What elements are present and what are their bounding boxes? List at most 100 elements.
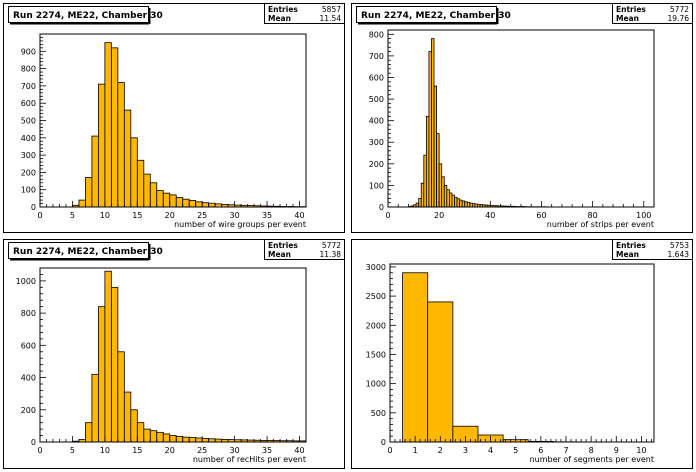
stats-mean-label: Mean	[268, 14, 291, 23]
histogram-bar	[156, 431, 164, 443]
stats-entries-label: Entries	[616, 241, 646, 250]
y-tick-label: 700	[369, 52, 384, 61]
y-tick-label: 300	[21, 151, 36, 160]
histogram-pad-wire-groups: 0 5 10 15 20 25 30 35 40 0 100 200 300 400 500 600 700 80…	[0, 0, 348, 236]
x-tick-label: 35	[262, 446, 272, 455]
histogram-bar	[136, 159, 145, 208]
x-tick-label: 7	[563, 446, 568, 455]
stats-box	[264, 239, 345, 260]
stats-mean-label: Mean	[268, 250, 291, 259]
y-tick-label: 2500	[366, 292, 386, 301]
y-tick-label: 400	[21, 134, 36, 143]
histogram-svg: 0 20 40 60 80 100 0 100 200 300 400 500 600 700 800 num…	[351, 3, 693, 233]
histogram-bar	[78, 199, 86, 208]
stats-entries-label: Entries	[268, 5, 298, 14]
histogram-pad-rechits: 0 5 10 15 20 25 30 35 40 0 200 400 600 800 1000 number …	[0, 236, 348, 472]
y-tick-label: 600	[21, 341, 36, 350]
stats-entries-value: 5857	[322, 5, 341, 14]
x-tick-label: 30	[230, 446, 240, 455]
y-tick-label: 800	[21, 309, 36, 318]
stats-box	[612, 239, 693, 260]
y-tick-label: 1500	[366, 350, 386, 359]
x-tick-label: 0	[387, 446, 392, 455]
y-tick-label: 0	[381, 438, 386, 447]
histogram-bar	[97, 306, 106, 443]
y-tick-label: 400	[369, 117, 384, 126]
histogram-bar	[175, 435, 184, 443]
x-tick-label: 10	[636, 446, 646, 455]
x-tick-label: 100	[636, 211, 651, 220]
x-tick-label: 25	[197, 211, 207, 220]
histogram-bar	[188, 200, 197, 208]
x-axis-label: number of segments per event	[530, 455, 654, 464]
histogram-bar	[201, 438, 210, 443]
x-tick-label: 20	[165, 211, 175, 220]
histogram-svg: 0 5 10 15 20 25 30 35 40010020030040050060070080…	[3, 3, 345, 233]
histogram-bar	[117, 82, 125, 208]
x-tick-label: 5	[70, 446, 75, 455]
y-tick-label: 400	[21, 374, 36, 383]
stats-mean-label: Mean	[616, 250, 639, 259]
x-tick-label: 4	[488, 446, 493, 455]
x-tick-label: 5	[513, 446, 518, 455]
stats-entries-value: 5753	[670, 241, 689, 250]
stats-entries-label: Entries	[616, 5, 646, 14]
histogram-title: Run 2274, ME22, Chamber 30	[13, 11, 163, 21]
y-tick-label: 200	[21, 406, 36, 415]
y-tick-label: 100	[369, 181, 384, 190]
y-tick-label: 0	[31, 438, 36, 447]
histogram-bar	[117, 351, 125, 443]
stats-mean-value: 11.38	[320, 250, 342, 259]
x-tick-label: 0	[37, 211, 42, 220]
y-tick-label: 2000	[366, 321, 386, 330]
x-tick-label: 10	[100, 446, 110, 455]
stats-mean-value: 1.643	[668, 250, 690, 259]
x-axis-label: number of recHits per event	[193, 455, 306, 464]
y-tick-label: 700	[21, 82, 36, 91]
histogram-bar	[149, 182, 158, 208]
histogram-bar	[162, 433, 171, 443]
x-tick-label: 30	[230, 211, 240, 220]
y-tick-label: 500	[371, 409, 386, 418]
histogram-bar	[85, 177, 93, 208]
plot-frame	[39, 267, 307, 443]
histogram-bar	[91, 135, 99, 208]
plot-frame	[39, 33, 307, 208]
pad-border	[3, 3, 345, 233]
histogram-bar	[182, 198, 190, 208]
x-tick-label: 25	[197, 446, 207, 455]
histogram-bar	[201, 202, 210, 208]
histogram-bar	[195, 201, 203, 208]
x-tick-label: 40	[294, 446, 304, 455]
y-tick-label: 3000	[366, 263, 386, 272]
histogram-bar	[97, 83, 106, 208]
y-tick-label: 100	[21, 186, 36, 195]
x-tick-label: 15	[132, 446, 142, 455]
histogram-bar	[149, 430, 158, 443]
histogram-bar	[110, 47, 119, 208]
histogram-bar	[130, 409, 138, 443]
histogram-bar	[136, 422, 145, 443]
pad-border	[3, 239, 345, 469]
x-tick-label: 20	[434, 211, 444, 220]
stats-box	[264, 3, 345, 24]
histogram-bar	[402, 272, 429, 443]
y-tick-label: 500	[21, 117, 36, 126]
y-tick-label: 800	[21, 65, 36, 74]
x-tick-label: 9	[614, 446, 619, 455]
histogram-bar	[143, 173, 151, 208]
stats-mean-label: Mean	[616, 14, 639, 23]
x-tick-label: 6	[538, 446, 543, 455]
histogram-bar	[143, 428, 151, 443]
x-tick-label: 35	[262, 211, 272, 220]
y-tick-label: 800	[369, 30, 384, 39]
y-tick-label: 300	[369, 138, 384, 147]
x-tick-label: 0	[37, 446, 42, 455]
y-tick-label: 200	[369, 160, 384, 169]
histogram-bar	[104, 42, 112, 208]
stats-entries-value: 5772	[670, 5, 689, 14]
pad-border	[351, 3, 693, 233]
x-tick-label: 20	[165, 446, 175, 455]
x-tick-label: 2	[438, 446, 443, 455]
histogram-bar	[175, 197, 184, 208]
